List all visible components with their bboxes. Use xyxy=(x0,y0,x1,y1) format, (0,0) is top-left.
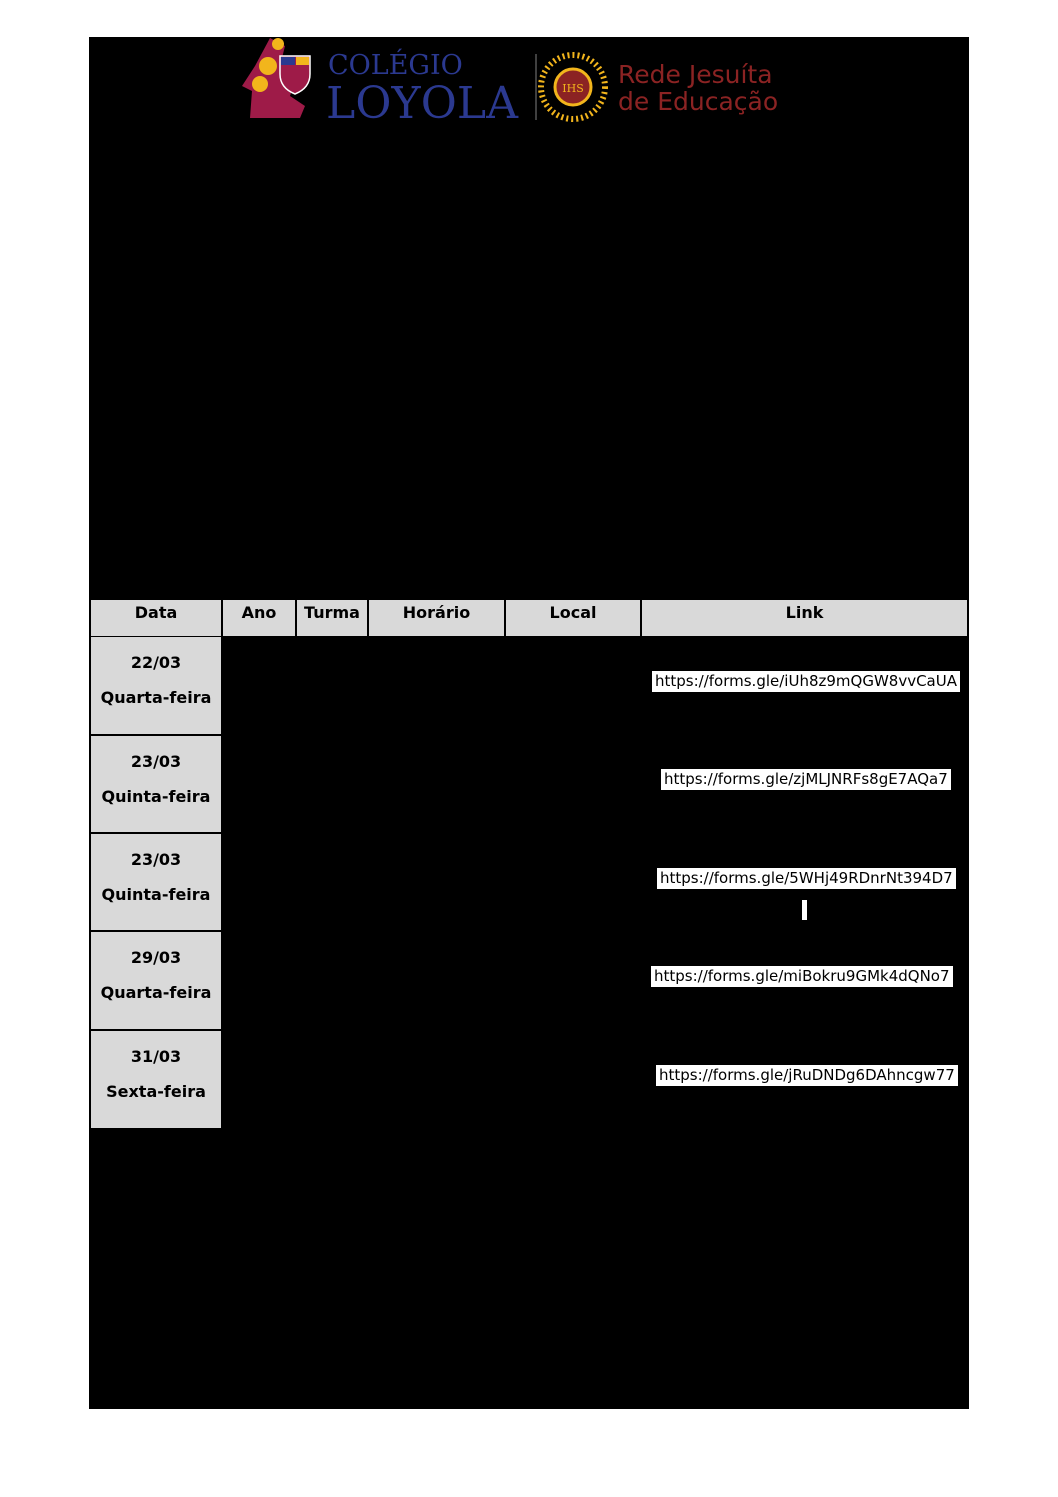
form-link[interactable]: https://forms.gle/miBokru9GMk4dQNo7 xyxy=(651,966,953,987)
ihs-seal-icon: IHS xyxy=(538,52,608,122)
header-local: Local xyxy=(506,600,640,636)
header-link: Link xyxy=(642,600,967,636)
logo-loyola-text: LOYOLA xyxy=(326,78,519,126)
weekday: Quarta-feira xyxy=(100,983,212,1002)
form-link[interactable]: https://forms.gle/zjMLJNRFs8gE7AQa7 xyxy=(661,769,951,790)
logo-rede-text: Rede Jesuíta xyxy=(618,60,773,89)
date: 22/03 xyxy=(130,653,182,672)
date-cell: 23/03 Quinta-feira xyxy=(91,736,221,832)
date: 23/03 xyxy=(130,850,182,869)
date: 31/03 xyxy=(130,1047,182,1066)
date-cell: 31/03 Sexta-feira xyxy=(91,1031,221,1128)
svg-text:IHS: IHS xyxy=(562,82,583,95)
form-link[interactable]: https://forms.gle/jRuDNDg6DAhncgw77 xyxy=(656,1065,958,1086)
header-data: Data xyxy=(91,600,221,636)
date-cell: 23/03 Quinta-feira xyxy=(91,834,221,930)
weekday: Sexta-feira xyxy=(106,1082,206,1101)
text-cursor xyxy=(802,900,807,920)
header-ano: Ano xyxy=(223,600,295,636)
date: 23/03 xyxy=(130,752,182,771)
form-link[interactable]: https://forms.gle/iUh8z9mQGW8vvCaUA xyxy=(652,671,960,692)
date-cell: 22/03 Quarta-feira xyxy=(91,637,221,734)
logo-colegio-text: COLÉGIO xyxy=(328,48,463,81)
weekday: Quarta-feira xyxy=(100,688,212,707)
logo-educacao-text: de Educação xyxy=(618,87,778,116)
header-turma: Turma xyxy=(297,600,367,636)
document-page xyxy=(89,37,969,1409)
weekday: Quinta-feira xyxy=(101,787,211,806)
header-horario: Horário xyxy=(369,600,504,636)
colegio-loyola-logo: COLÉGIO LOYOLA IHS Rede Jesuíta de Educa… xyxy=(242,38,778,126)
form-link[interactable]: https://forms.gle/5WHj49RDnrNt394D7 xyxy=(657,868,956,889)
date: 29/03 xyxy=(130,948,182,967)
weekday: Quinta-feira xyxy=(101,885,211,904)
date-cell: 29/03 Quarta-feira xyxy=(91,932,221,1029)
